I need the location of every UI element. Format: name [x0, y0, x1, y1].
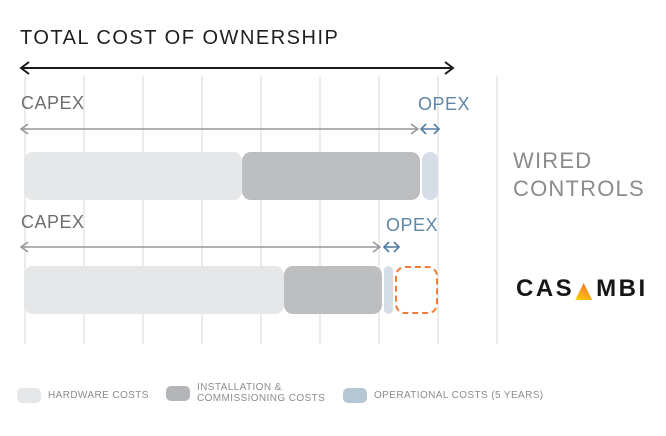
legend-item-installation: INSTALLATION & COMMISSIONING COSTS	[166, 382, 325, 404]
installation-costs-segment	[242, 152, 420, 200]
opex-arrow-wired-icon	[419, 123, 441, 135]
installation-swatch-icon	[166, 385, 190, 401]
gridline	[24, 76, 26, 344]
page-title: TOTAL COST OF OWNERSHIP	[20, 27, 340, 49]
operational-costs-segment	[421, 152, 438, 200]
bar-wired-controls	[0, 152, 666, 200]
gridline	[142, 76, 144, 344]
capex-label-wired: CAPEX	[21, 93, 85, 113]
capex-arrow-casambi-icon	[19, 241, 382, 253]
gridline	[83, 76, 85, 344]
hardware-swatch-icon	[17, 388, 41, 403]
legend-label-hardware: HARDWARE COSTS	[48, 390, 149, 401]
operational-swatch-icon	[343, 388, 367, 403]
gridline	[378, 76, 380, 344]
casambi-triangle-icon	[575, 283, 593, 300]
legend-label-installation: INSTALLATION & COMMISSIONING COSTS	[197, 382, 326, 404]
row-label-wired-controls: WIRED CONTROLS	[513, 148, 645, 201]
casambi-logo: CAS MBI	[516, 277, 648, 301]
gridline	[437, 76, 439, 344]
savings-dashed-box	[394, 266, 438, 314]
opex-label-wired: OPEX	[417, 94, 470, 114]
gridline	[201, 76, 203, 344]
opex-label-casambi: OPEX	[385, 215, 438, 235]
gridline	[319, 76, 321, 344]
gridline	[260, 76, 262, 344]
operational-costs-segment	[384, 266, 393, 314]
hardware-costs-segment	[24, 266, 284, 314]
legend-label-operational: OPERATIONAL COSTS (5 YEARS)	[374, 390, 544, 401]
installation-costs-segment	[283, 266, 383, 314]
capex-arrow-wired-icon	[19, 123, 420, 135]
gridlines	[0, 76, 666, 344]
gridline	[496, 76, 498, 344]
tco-span-arrow-icon	[19, 61, 455, 75]
casambi-logo-text-mbi: MBI	[596, 275, 648, 302]
opex-arrow-casambi-icon	[382, 241, 401, 253]
capex-label-casambi: CAPEX	[21, 212, 85, 232]
hardware-costs-segment	[24, 152, 243, 200]
bar-casambi	[0, 266, 666, 314]
legend-item-hardware: HARDWARE COSTS	[17, 388, 149, 403]
legend-item-operational: OPERATIONAL COSTS (5 YEARS)	[343, 388, 544, 403]
casambi-logo-text-cas: CAS	[516, 275, 575, 302]
